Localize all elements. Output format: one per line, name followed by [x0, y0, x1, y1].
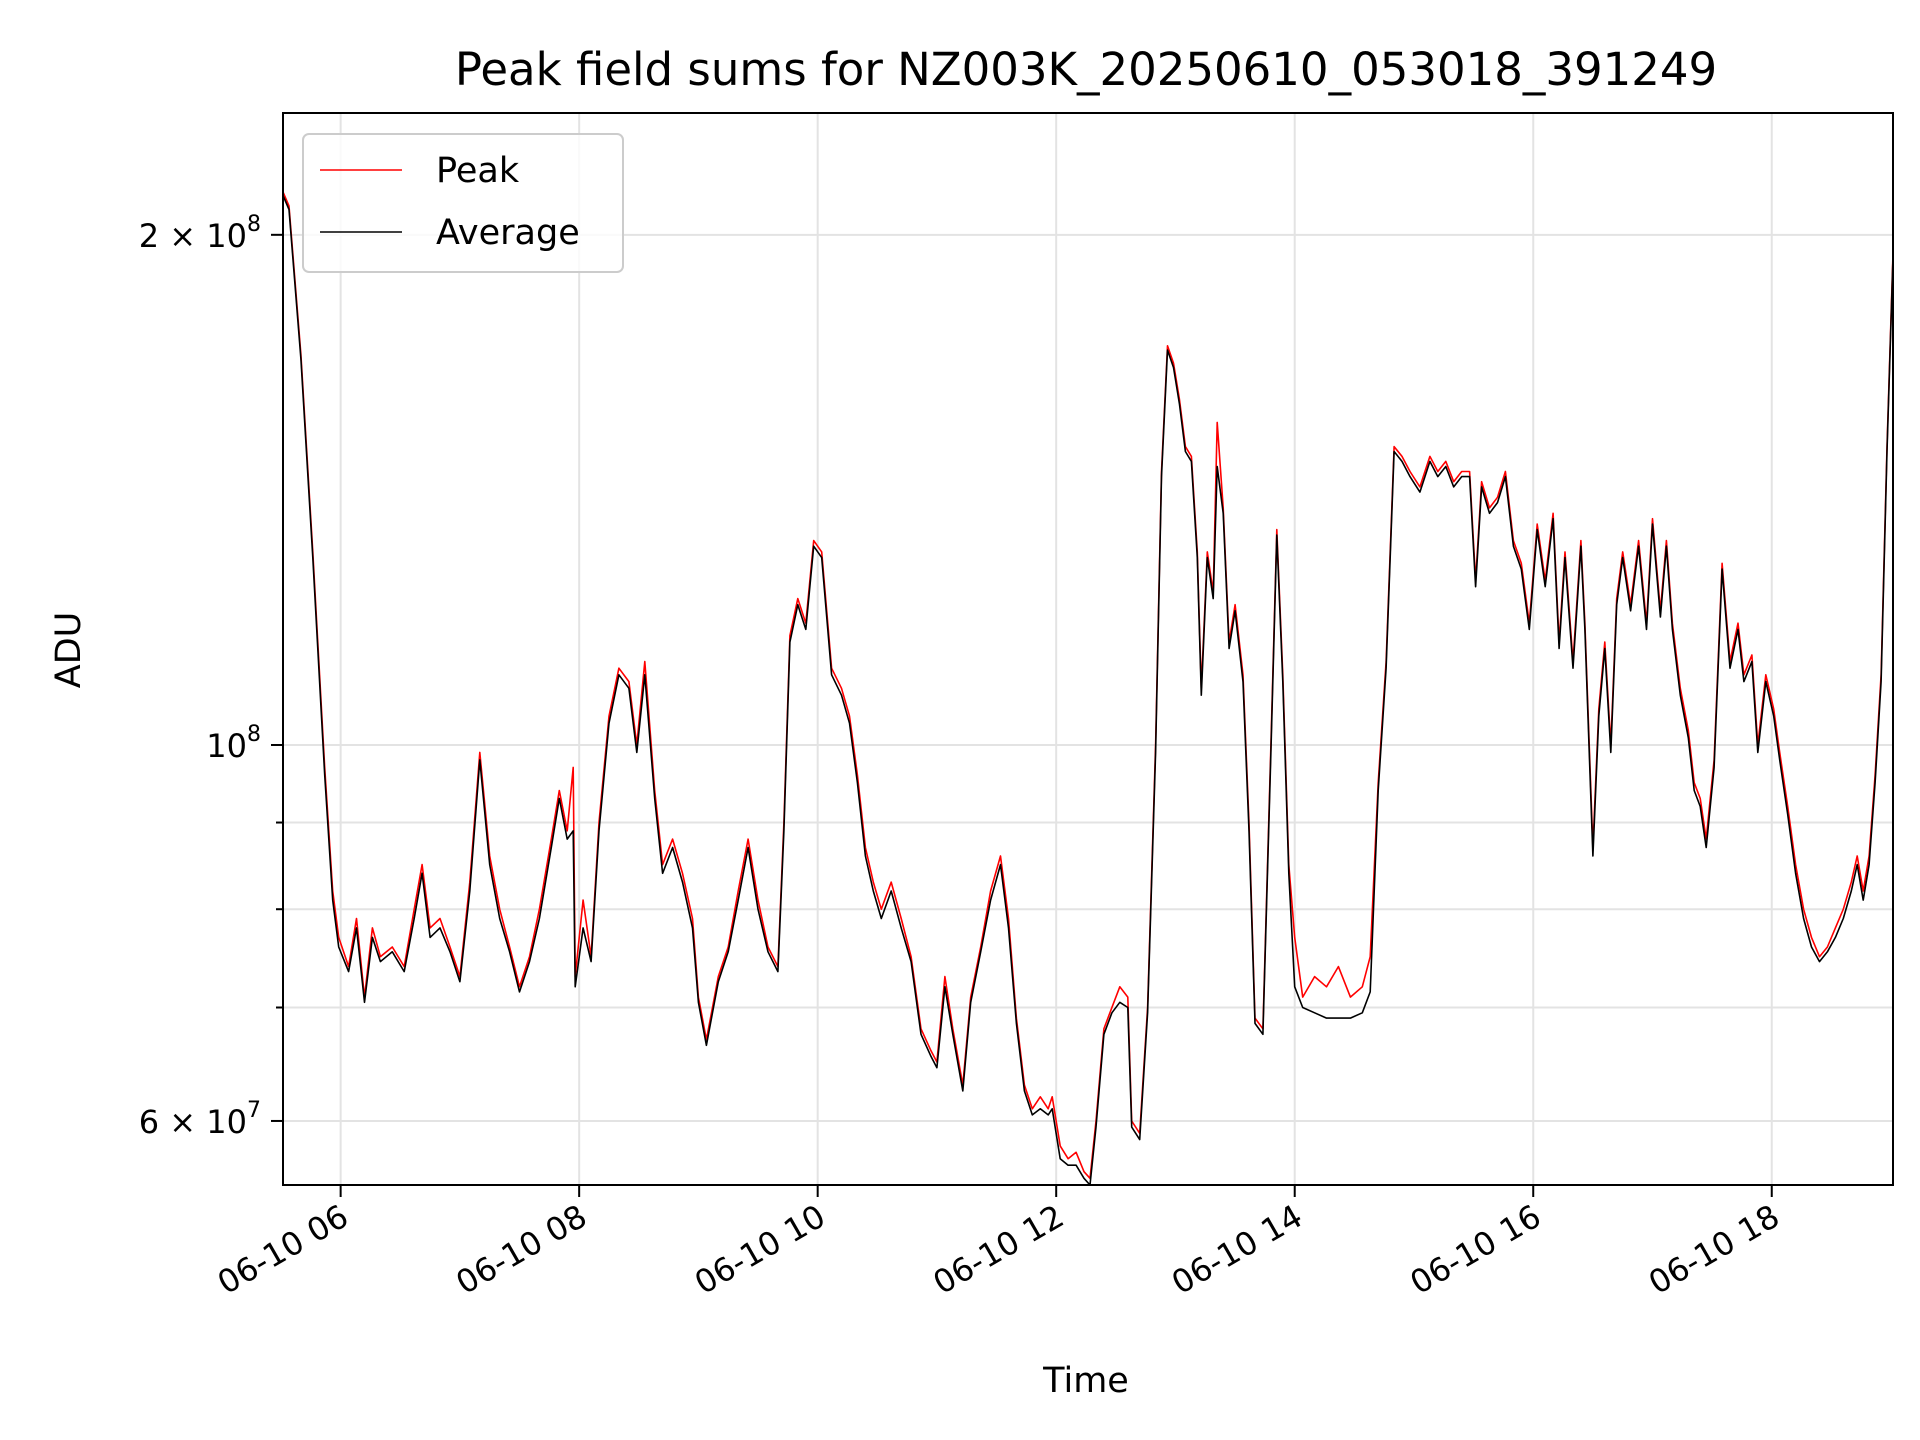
y-tick-label: 108: [206, 722, 261, 765]
x-tick-label: 06-10 18: [1642, 1197, 1786, 1302]
x-axis-ticks: 06-10 06 06-10 08 06-10 10 06-10 12 06-10 14…: [211, 1185, 1786, 1302]
grid: [283, 113, 1893, 1185]
legend: Peak Average: [302, 133, 624, 273]
x-tick-label: 06-10 10: [688, 1197, 832, 1302]
series-layer: [283, 191, 1893, 1185]
chart-title: Peak field sums for NZ003K_20250610_0530…: [455, 43, 1717, 96]
x-tick-label: 06-10 06: [211, 1197, 355, 1302]
legend-label-peak: Peak: [436, 151, 520, 191]
x-tick-label: 06-10 12: [927, 1197, 1071, 1302]
y-axis-label: ADU: [49, 612, 89, 689]
x-tick-label: 06-10 08: [450, 1197, 594, 1302]
y-axis-ticks: 2 × 108 108 6 × 107: [139, 212, 283, 1141]
x-tick-label: 06-10 16: [1404, 1197, 1548, 1302]
legend-box: [302, 133, 624, 273]
y-tick-label: 6 × 107: [139, 1098, 261, 1141]
y-tick-label: 2 × 108: [139, 212, 261, 255]
plot-frame: [282, 112, 1894, 1186]
x-tick-label: 06-10 14: [1165, 1197, 1309, 1302]
x-axis-label: Time: [1042, 1361, 1129, 1401]
series-line-average: [283, 195, 1893, 1185]
legend-label-average: Average: [436, 213, 580, 253]
